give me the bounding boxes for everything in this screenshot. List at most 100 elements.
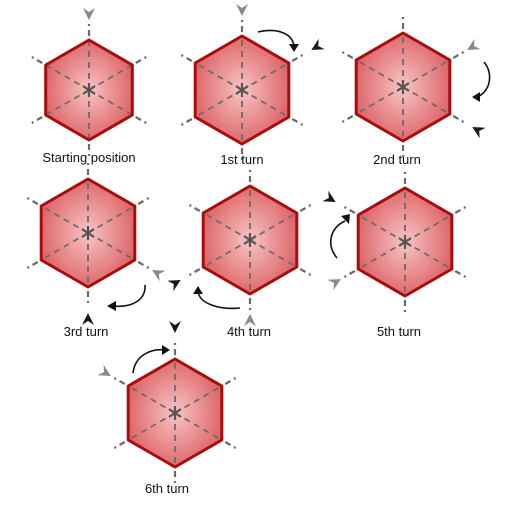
inner-spoke bbox=[402, 60, 449, 88]
inner-spoke bbox=[88, 65, 132, 91]
inner-spoke bbox=[404, 241, 451, 269]
outer-spoke bbox=[341, 115, 354, 123]
hexagon-panel-3rd-turn bbox=[26, 163, 166, 325]
current-arrowhead-marker bbox=[467, 38, 481, 50]
outer-spoke bbox=[224, 441, 237, 449]
hexagon-panel-6th-turn bbox=[97, 321, 237, 483]
inner-spoke bbox=[196, 63, 243, 91]
inner-spoke bbox=[241, 89, 288, 117]
target-arrowhead-marker bbox=[167, 280, 181, 292]
caption-starting-position: Starting position bbox=[42, 150, 135, 165]
center-mark bbox=[235, 83, 249, 97]
inner-spoke bbox=[87, 232, 134, 260]
outer-spoke bbox=[454, 270, 467, 278]
outer-spoke bbox=[452, 51, 465, 59]
outer-spoke bbox=[291, 54, 304, 62]
inner-spoke bbox=[174, 386, 221, 414]
center-mark bbox=[82, 83, 96, 97]
outer-spoke bbox=[452, 115, 465, 123]
outer-spoke bbox=[137, 197, 150, 205]
current-arrowhead-marker bbox=[83, 8, 95, 20]
center-mark bbox=[81, 226, 95, 240]
center-mark bbox=[243, 233, 257, 247]
rotation-arrowhead-6th-turn bbox=[162, 345, 170, 355]
outer-spoke bbox=[135, 116, 147, 124]
caption-1st-turn: 1st turn bbox=[220, 152, 263, 167]
center-mark bbox=[398, 235, 412, 249]
target-arrowhead-marker bbox=[322, 190, 336, 202]
caption-5th-turn: 5th turn bbox=[377, 324, 421, 339]
inner-spoke bbox=[129, 412, 176, 440]
current-arrowhead-marker bbox=[236, 4, 248, 16]
current-arrowhead-marker bbox=[152, 270, 166, 282]
inner-spoke bbox=[359, 241, 406, 269]
caption-6th-turn: 6th turn bbox=[145, 481, 189, 496]
inner-spoke bbox=[87, 206, 134, 234]
outer-spoke bbox=[31, 116, 43, 124]
target-arrowhead-marker bbox=[311, 38, 325, 50]
hexagon-panel-4th-turn bbox=[167, 170, 312, 326]
inner-spoke bbox=[241, 63, 288, 91]
hexagon-panel-2nd-turn bbox=[341, 17, 486, 157]
outer-spoke bbox=[135, 56, 147, 64]
hexagon-panel-5th-turn bbox=[322, 172, 467, 312]
inner-spoke bbox=[404, 215, 451, 243]
outer-spoke bbox=[454, 206, 467, 214]
rotation-arrowhead-3rd-turn bbox=[107, 301, 116, 311]
outer-spoke bbox=[299, 268, 312, 276]
inner-spoke bbox=[42, 232, 89, 260]
inner-spoke bbox=[46, 89, 90, 115]
outer-spoke bbox=[291, 118, 304, 126]
outer-spoke bbox=[188, 204, 201, 212]
inner-spoke bbox=[359, 215, 406, 243]
inner-spoke bbox=[196, 89, 243, 117]
current-arrowhead-marker bbox=[327, 279, 341, 291]
caption-2nd-turn: 2nd turn bbox=[373, 152, 421, 167]
outer-spoke bbox=[343, 206, 356, 214]
outer-spoke bbox=[343, 270, 356, 278]
outer-spoke bbox=[188, 268, 201, 276]
inner-spoke bbox=[357, 86, 404, 114]
rotation-arrow-5th-turn bbox=[329, 220, 346, 259]
rotation-arrowhead-4th-turn bbox=[193, 286, 203, 294]
caption-4th-turn: 4th turn bbox=[227, 324, 271, 339]
rotation-arrowhead-1st-turn bbox=[289, 44, 299, 52]
outer-spoke bbox=[299, 204, 312, 212]
inner-spoke bbox=[174, 412, 221, 440]
rotation-arrowhead-2nd-turn bbox=[472, 92, 480, 102]
outer-spoke bbox=[180, 54, 193, 62]
inner-spoke bbox=[204, 239, 251, 267]
caption-3rd-turn: 3rd turn bbox=[64, 324, 109, 339]
target-arrowhead-marker bbox=[472, 127, 486, 139]
target-arrowhead-marker bbox=[169, 321, 181, 333]
center-mark bbox=[168, 406, 182, 420]
inner-spoke bbox=[42, 206, 89, 234]
rotation-arrow-4th-turn bbox=[197, 290, 241, 310]
hexagon-panel-starting-position bbox=[31, 8, 147, 156]
inner-spoke bbox=[249, 239, 296, 267]
rotation-arrow-1st-turn bbox=[257, 29, 295, 47]
inner-spoke bbox=[402, 86, 449, 114]
outer-spoke bbox=[113, 441, 126, 449]
rotation-arrow-3rd-turn bbox=[111, 284, 146, 308]
inner-spoke bbox=[46, 65, 90, 91]
outer-spoke bbox=[137, 261, 150, 269]
outer-spoke bbox=[26, 197, 39, 205]
outer-spoke bbox=[224, 377, 237, 385]
current-arrowhead-marker bbox=[97, 364, 111, 376]
center-mark bbox=[396, 80, 410, 94]
outer-spoke bbox=[341, 51, 354, 59]
inner-spoke bbox=[88, 89, 132, 115]
rotation-arrow-2nd-turn bbox=[476, 61, 491, 98]
current-arrowhead-marker bbox=[244, 314, 256, 326]
inner-spoke bbox=[204, 213, 251, 241]
outer-spoke bbox=[113, 377, 126, 385]
hexagon-panel-1st-turn bbox=[180, 4, 325, 160]
outer-spoke bbox=[180, 118, 193, 126]
rotation-arrowhead-5th-turn bbox=[341, 214, 350, 224]
outer-spoke bbox=[26, 261, 39, 269]
inner-spoke bbox=[249, 213, 296, 241]
inner-spoke bbox=[357, 60, 404, 88]
outer-spoke bbox=[31, 56, 43, 64]
